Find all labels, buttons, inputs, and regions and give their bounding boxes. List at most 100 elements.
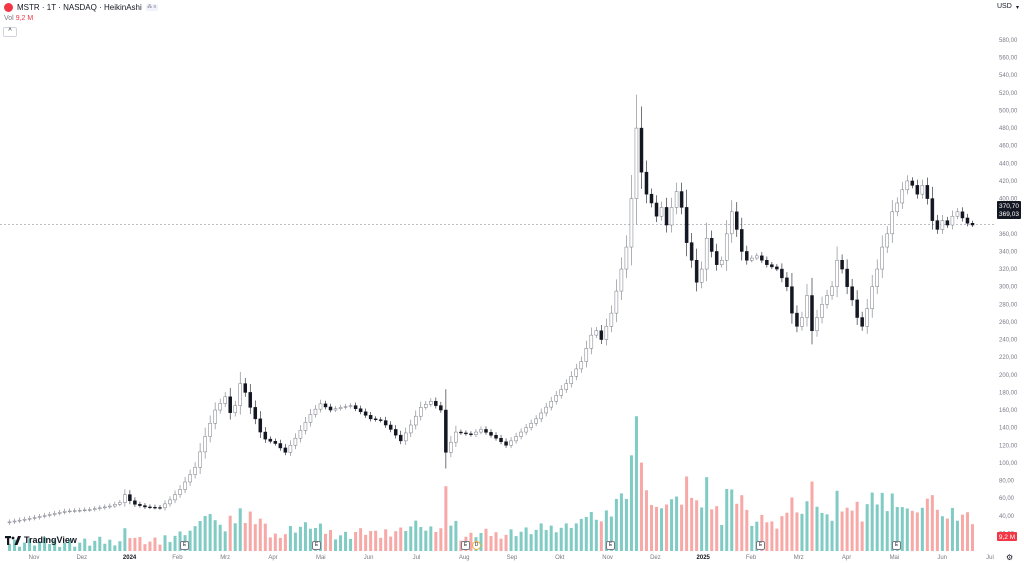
volume-bar xyxy=(579,518,583,551)
candle-body xyxy=(77,510,82,512)
candle xyxy=(193,462,197,479)
last-price-label-bg xyxy=(997,201,1021,219)
price-tick-label: 100,00 xyxy=(999,461,1018,467)
volume-bar xyxy=(695,500,699,551)
candle-body xyxy=(32,517,37,519)
candle xyxy=(554,390,558,405)
volume-bar xyxy=(268,537,272,551)
price-scale[interactable] xyxy=(995,0,1024,551)
candle xyxy=(42,512,47,519)
price-tick-label: 60,00 xyxy=(999,496,1015,502)
time-tick-label: Mai xyxy=(316,555,326,561)
candle-body xyxy=(143,505,147,508)
volume-bar xyxy=(409,526,413,551)
earnings-badge[interactable]: E xyxy=(312,541,321,550)
volume-bar xyxy=(584,516,588,551)
volume-bar xyxy=(700,507,704,551)
settings-gear-icon[interactable]: ⚙ xyxy=(1006,553,1014,562)
candle-body xyxy=(800,317,804,327)
volume-bar xyxy=(148,541,152,551)
candle xyxy=(614,279,619,323)
candle xyxy=(679,182,684,215)
indicator-flag-icon[interactable]: ⁂ ≡ xyxy=(145,4,158,11)
candle-body xyxy=(735,211,739,230)
volume-bar xyxy=(760,514,764,551)
candle xyxy=(62,508,67,515)
currency-caret-icon[interactable]: ▾ xyxy=(1016,5,1020,11)
volume-bar xyxy=(374,530,378,551)
volume-bar xyxy=(775,528,779,551)
volume-bar xyxy=(649,504,654,551)
volume-bar xyxy=(614,498,618,551)
earnings-badge[interactable]: E xyxy=(892,541,901,550)
candle xyxy=(258,411,263,439)
volume-bar xyxy=(559,527,563,551)
candle xyxy=(153,504,157,510)
candle-body xyxy=(238,383,242,406)
volume-bar xyxy=(905,508,909,551)
currency-button[interactable]: USD xyxy=(997,3,1012,10)
volume-bar xyxy=(133,537,137,551)
candle xyxy=(499,434,503,445)
earnings-badge[interactable]: E xyxy=(756,541,765,550)
time-tick-label: Sep xyxy=(507,555,518,561)
volume-last-label: 9,2 M xyxy=(999,534,1015,541)
volume-bar xyxy=(720,525,724,551)
symbol-title[interactable]: MSTR · 1T · NASDAQ · HeikinAshi xyxy=(17,3,142,12)
volume-bar xyxy=(680,504,684,551)
candle xyxy=(283,444,288,456)
candle-body xyxy=(268,438,273,442)
volume-bar xyxy=(163,535,167,551)
candle xyxy=(940,214,945,234)
candle-body xyxy=(454,431,458,443)
candle-body xyxy=(148,506,152,508)
candle-body xyxy=(880,246,884,270)
volume-bar xyxy=(665,504,669,551)
price-tick-label: 520,00 xyxy=(999,91,1018,97)
volume-bar xyxy=(143,544,147,551)
candle xyxy=(895,197,900,217)
candle xyxy=(198,443,202,475)
earnings-badge[interactable]: E xyxy=(180,541,189,550)
candle xyxy=(760,252,764,264)
candle-body xyxy=(679,191,684,208)
collapse-legend-button[interactable]: ^ xyxy=(3,27,17,37)
price-tick-label: 580,00 xyxy=(999,38,1018,44)
candle-body xyxy=(178,489,182,495)
volume-bar xyxy=(529,534,533,551)
candle xyxy=(594,326,599,339)
candle xyxy=(373,416,378,422)
tradingview-logo[interactable]: TradingView xyxy=(5,535,77,545)
candle xyxy=(699,261,704,289)
candle-body xyxy=(12,520,17,523)
candle xyxy=(885,226,889,253)
volume-bar xyxy=(735,503,739,551)
dividend-badge[interactable]: D xyxy=(472,541,481,550)
earnings-badge[interactable]: E xyxy=(461,541,470,550)
candle xyxy=(494,432,498,441)
candle xyxy=(57,509,62,516)
candle-body xyxy=(383,420,388,426)
candle-body xyxy=(709,237,714,252)
volume-bar xyxy=(690,497,694,551)
candle xyxy=(770,261,774,269)
volume-bar xyxy=(118,541,122,551)
candle-body xyxy=(785,277,789,287)
volume-bar xyxy=(68,539,72,551)
price-tick-label: 140,00 xyxy=(999,426,1018,432)
candle-body xyxy=(669,207,674,226)
volume-bar xyxy=(800,513,804,551)
candle-body xyxy=(930,198,935,221)
candle-body xyxy=(403,432,408,442)
volume-bar xyxy=(13,539,17,551)
time-tick-label: Mrz xyxy=(794,555,804,561)
volume-bar xyxy=(599,521,603,551)
volume-bar xyxy=(404,531,408,551)
volume-bar xyxy=(564,523,568,551)
candle-body xyxy=(409,424,413,434)
volume-bar xyxy=(915,512,919,551)
candle xyxy=(724,220,729,271)
earnings-badge[interactable]: E xyxy=(606,541,615,550)
candle-body xyxy=(378,419,383,421)
